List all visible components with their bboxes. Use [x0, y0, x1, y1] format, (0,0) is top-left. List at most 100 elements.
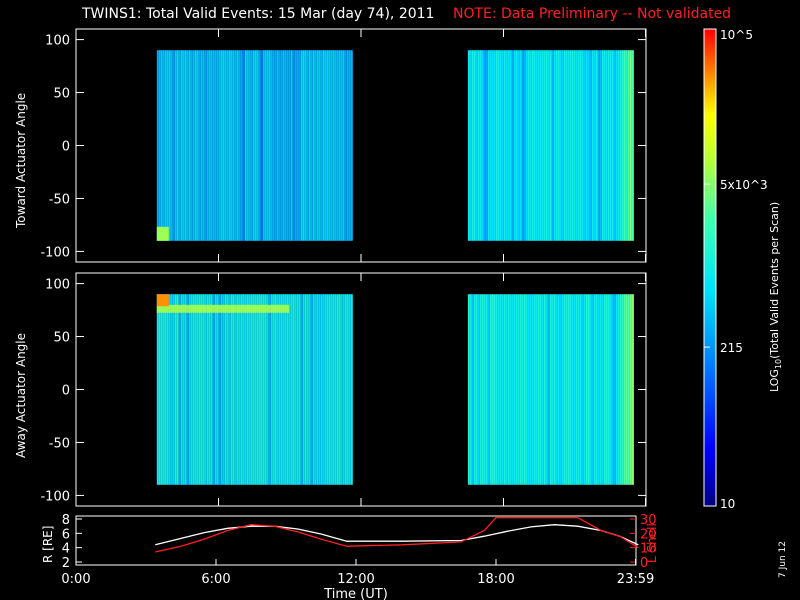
heatmap-cell [188, 294, 191, 485]
heatmap-cell [310, 50, 313, 241]
y-tick-label: -100 [40, 489, 70, 504]
heatmap-cell [623, 294, 626, 485]
heatmap-cell [344, 50, 347, 241]
heatmap-cell [589, 294, 592, 485]
heatmap-cell [537, 294, 540, 485]
heatmap-cell [473, 50, 476, 241]
heatmap-cell [204, 294, 207, 485]
y-tick-label: 0 [62, 384, 70, 399]
heatmap-cell [286, 294, 289, 485]
heatmap-cell [320, 50, 323, 241]
heatmap-cell [290, 50, 293, 241]
heatmap-cell [268, 294, 271, 485]
heatmap-cell [326, 294, 329, 485]
heatmap-cell [627, 294, 630, 485]
y-tick-label-right: 30 [640, 513, 657, 528]
heatmap-cell [220, 294, 223, 485]
heatmap-cell [182, 294, 185, 485]
heatmap-cell [515, 50, 518, 241]
y-tick-label-left: 8 [62, 513, 70, 528]
heatmap-cell [511, 294, 514, 485]
heatmap-cell [350, 50, 353, 241]
heatmap-cell [573, 50, 576, 241]
heatmap-cell [342, 294, 345, 485]
heatmap-cell [306, 294, 309, 485]
y-tick-label: 0 [62, 140, 70, 155]
heatmap-cell [541, 294, 544, 485]
heatmap-cell [278, 294, 281, 485]
heatmap-cell [521, 294, 524, 485]
colorbar-ticks: 10^5 5x10^3 215 10 [704, 28, 768, 511]
heatmap-cell [559, 50, 562, 241]
heatmap-cell [236, 294, 239, 485]
heatmap-cell [517, 50, 520, 241]
heatmap-cell [551, 294, 554, 485]
heatmap-cell [619, 50, 622, 241]
heatmap-cell [559, 294, 562, 485]
x-tick-label: 0:00 [61, 572, 90, 587]
heatmap-cell [218, 50, 221, 241]
heatmap-cell [625, 50, 628, 241]
heatmap-cell [617, 294, 620, 485]
heatmap-cell [280, 294, 283, 485]
heatmap-cell [569, 294, 572, 485]
heatmap-cell [182, 50, 185, 241]
heatmap-cell [481, 50, 484, 241]
heatmap-cell [491, 50, 494, 241]
heatmap-cell [298, 294, 301, 485]
heatmap-cell [222, 294, 225, 485]
heatmap-cell [491, 294, 494, 485]
heatmap-cell [156, 50, 159, 241]
heatmap-cell [483, 294, 486, 485]
heatmap-cell [210, 50, 213, 241]
heatmap-cell [615, 294, 618, 485]
heatmap-cell [302, 50, 305, 241]
heatmap-cell [631, 294, 634, 485]
x-tick-label: 18:00 [477, 572, 514, 587]
heatmap-cell [344, 294, 347, 485]
heatmap-cell [250, 294, 253, 485]
heatmap-cell [212, 294, 215, 485]
heatmap-cell [196, 50, 199, 241]
y-tick-label-left: 6 [62, 527, 70, 542]
heatmap-cell [334, 294, 337, 485]
heatmap-cell [228, 294, 231, 485]
y-tick-label: 100 [45, 278, 70, 293]
panel3-ylabel-right: L Shell [645, 523, 659, 563]
heatmap-cell [567, 50, 570, 241]
heatmap-cell [234, 50, 237, 241]
heatmap-cell [497, 294, 500, 485]
heatmap-cell [284, 50, 287, 241]
heatmap-cell [274, 50, 277, 241]
heatmap-cell [479, 294, 482, 485]
y-tick-label-left: 4 [62, 542, 70, 557]
heatmap-cell [336, 50, 339, 241]
heatmap-cell [314, 50, 317, 241]
heatmap-cell [467, 294, 470, 485]
heatmap-cell [162, 294, 165, 485]
heatmap-cell [168, 294, 171, 485]
heatmap-cell [218, 294, 221, 485]
y-tick-label: -100 [40, 245, 70, 260]
heatmap-cell [166, 294, 169, 485]
heatmap-cell [627, 50, 630, 241]
heatmap-cell [565, 294, 568, 485]
heatmap-cell [176, 50, 179, 241]
heatmap-cell [258, 50, 261, 241]
heatmap-cell [527, 50, 530, 241]
heatmap-cell [623, 50, 626, 241]
heatmap-cell [529, 294, 532, 485]
heatmap-cell [248, 50, 251, 241]
heatmap-cell [158, 294, 161, 485]
heatmap-cell [202, 294, 205, 485]
heatmap-cell [497, 50, 500, 241]
heatmap-cell [238, 50, 241, 241]
heatmap-cell [477, 294, 480, 485]
heatmap-cell [226, 294, 229, 485]
heatmap-cell [232, 50, 235, 241]
colorbar-tick-label: 215 [720, 341, 743, 355]
heatmap-cell [557, 50, 560, 241]
heatmap-cell [200, 294, 203, 485]
heatmap-cell [607, 294, 610, 485]
